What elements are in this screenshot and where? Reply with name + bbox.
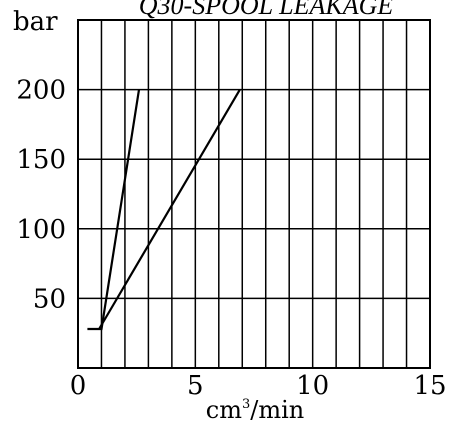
- x-tick-label: 5: [187, 371, 204, 401]
- y-axis-label: bar: [13, 7, 58, 37]
- x-axis-label: cm3/min: [206, 396, 304, 424]
- series-line-1: [87, 89, 141, 331]
- tick-layer: 50 100 150 200 0 5 10 15: [16, 76, 446, 401]
- grid-layer: [78, 20, 430, 368]
- y-tick-label: 150: [16, 145, 66, 175]
- x-axis-label-tail: /min: [250, 396, 304, 424]
- series-layer: [87, 89, 241, 331]
- x-tick-label: 0: [70, 371, 87, 401]
- x-tick-label: 10: [296, 371, 329, 401]
- plot-frame: [77, 19, 431, 369]
- series-line-2: [98, 89, 241, 330]
- x-axis-label-main: cm: [206, 396, 242, 424]
- chart-title: Q30-SPOOL LEAKAGE: [139, 0, 394, 20]
- y-tick-label: 200: [16, 76, 66, 106]
- x-axis-label-superscript: 3: [242, 397, 250, 412]
- y-tick-label: 100: [16, 215, 66, 245]
- x-tick-label: 15: [413, 371, 446, 401]
- y-tick-label: 50: [33, 284, 66, 314]
